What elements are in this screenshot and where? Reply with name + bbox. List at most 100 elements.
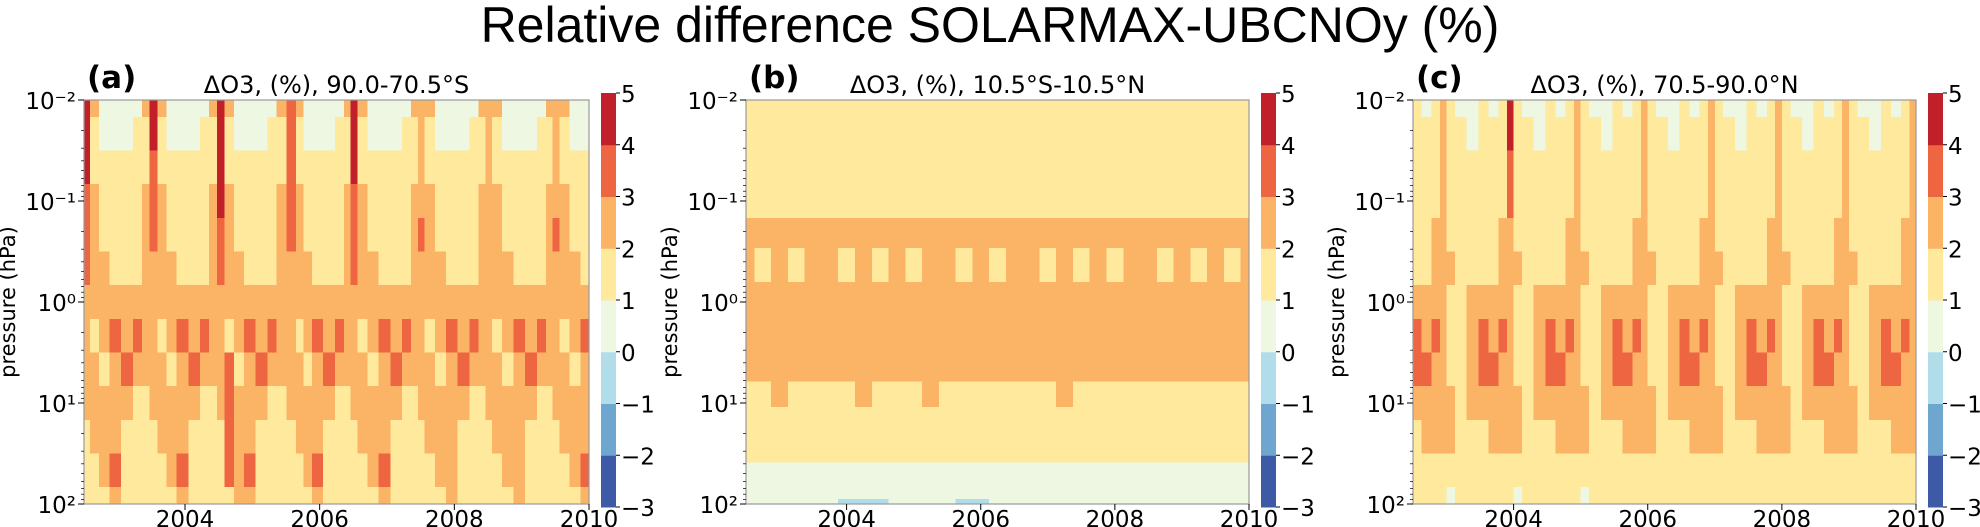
contour-cell bbox=[485, 116, 493, 152]
contour-cell bbox=[417, 285, 426, 320]
contour-cell bbox=[1089, 217, 1108, 249]
contour-cell bbox=[367, 184, 380, 219]
contour-cell bbox=[1565, 251, 1575, 286]
contour-cell bbox=[390, 386, 403, 421]
contour-cell bbox=[1880, 318, 1892, 354]
contour-cell bbox=[200, 318, 210, 354]
contour-cell bbox=[972, 352, 990, 382]
contour-cell bbox=[224, 318, 235, 354]
contour-cell bbox=[1223, 435, 1242, 463]
contour-cell bbox=[821, 435, 839, 463]
contour-cell bbox=[1766, 318, 1776, 354]
contour-cell bbox=[1072, 499, 1091, 505]
contour-cell bbox=[402, 352, 412, 387]
contour-cell bbox=[1813, 100, 1825, 118]
contour-cell bbox=[972, 248, 990, 283]
contour-cell bbox=[1005, 133, 1024, 185]
contour-cell bbox=[1190, 217, 1208, 249]
contour-cell bbox=[1190, 483, 1208, 500]
contour-cell bbox=[838, 100, 856, 135]
contour-cell bbox=[1823, 285, 1835, 320]
contour-cell bbox=[787, 184, 806, 219]
contour-cell bbox=[746, 184, 755, 219]
contour-cell bbox=[109, 386, 122, 421]
x-tick-label: 2010 bbox=[1220, 507, 1279, 527]
contour-cell bbox=[188, 217, 201, 253]
contour-cell bbox=[469, 285, 480, 320]
contour-cell bbox=[1022, 407, 1041, 437]
contour-cell bbox=[905, 381, 923, 408]
contour-cell bbox=[1848, 184, 1858, 219]
contour-cell bbox=[938, 407, 957, 437]
contour-cell bbox=[1708, 285, 1716, 320]
contour-cell bbox=[1240, 462, 1250, 485]
contour-cell bbox=[216, 352, 226, 387]
colorbar-tick-label: −3 bbox=[621, 496, 655, 522]
contour-cell bbox=[149, 352, 158, 387]
contour-cell bbox=[1207, 133, 1225, 185]
contour-cell bbox=[1488, 285, 1500, 320]
contour-cell bbox=[90, 419, 100, 455]
contour-cell bbox=[754, 462, 772, 485]
contour-cell bbox=[276, 352, 288, 387]
contour-cell bbox=[357, 487, 369, 505]
contour-cell bbox=[1498, 100, 1508, 118]
contour-cell bbox=[1775, 352, 1783, 387]
contour-cell bbox=[1714, 184, 1724, 219]
contour-cell bbox=[1190, 248, 1208, 283]
contour-cell bbox=[478, 285, 486, 320]
contour-cell bbox=[1533, 100, 1547, 118]
contour-cell bbox=[216, 318, 226, 354]
contour-cell bbox=[871, 248, 890, 283]
contour-cell bbox=[1072, 217, 1091, 249]
contour-cell bbox=[1632, 419, 1642, 455]
contour-cell bbox=[525, 453, 538, 488]
contour-cell bbox=[424, 419, 436, 455]
contour-cell bbox=[267, 419, 278, 455]
contour-cell bbox=[1766, 150, 1776, 185]
contour-cell bbox=[1454, 251, 1468, 286]
contour-cell bbox=[469, 453, 480, 488]
contour-cell bbox=[323, 100, 336, 118]
contour-cell bbox=[209, 285, 218, 320]
contour-cell bbox=[378, 251, 391, 286]
contour-cell bbox=[1072, 435, 1091, 463]
contour-cell bbox=[1072, 381, 1091, 408]
contour-cell bbox=[545, 116, 554, 152]
contour-cell bbox=[132, 100, 143, 118]
contour-cell bbox=[1890, 352, 1902, 387]
contour-cell bbox=[1723, 352, 1736, 387]
contour-cell bbox=[286, 352, 297, 387]
contour-cell bbox=[1766, 116, 1776, 152]
contour-cell bbox=[1612, 419, 1624, 455]
contour-cell bbox=[276, 453, 288, 488]
contour-cell bbox=[1454, 184, 1468, 219]
contour-cell bbox=[1454, 150, 1468, 185]
colorbar-swatch bbox=[1928, 403, 1943, 456]
contour-cell bbox=[1573, 251, 1582, 286]
contour-cell bbox=[303, 251, 313, 286]
contour-cell bbox=[1173, 381, 1191, 408]
contour-cell bbox=[343, 419, 352, 455]
contour-cell bbox=[188, 352, 201, 387]
contour-cell bbox=[485, 453, 493, 488]
contour-cell bbox=[1089, 281, 1108, 320]
contour-cell bbox=[485, 184, 493, 219]
contour-cell bbox=[1880, 251, 1892, 286]
contour-cell bbox=[1589, 453, 1602, 488]
contour-cell bbox=[1431, 184, 1441, 219]
contour-cell bbox=[1900, 419, 1910, 455]
contour-cell bbox=[580, 318, 590, 354]
contour-cell bbox=[787, 100, 806, 135]
contour-cell bbox=[1869, 150, 1882, 185]
contour-cell bbox=[1699, 100, 1709, 118]
contour-cell bbox=[754, 435, 772, 463]
contour-cell bbox=[1005, 381, 1024, 408]
contour-cell bbox=[525, 487, 538, 505]
contour-cell bbox=[323, 419, 336, 455]
contour-cell bbox=[545, 352, 554, 387]
contour-cell bbox=[445, 251, 459, 286]
contour-cell bbox=[1545, 100, 1557, 118]
contour-cell bbox=[1842, 285, 1850, 320]
contour-cell bbox=[99, 116, 110, 152]
